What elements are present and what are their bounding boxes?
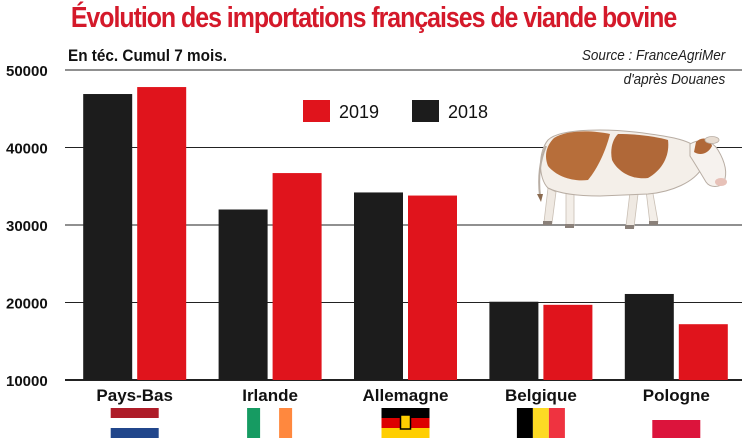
legend-swatch-2019 — [303, 100, 330, 122]
legend-label-2018: 2018 — [448, 102, 488, 122]
y-tick-label: 20000 — [6, 296, 48, 313]
legend: 2019 2018 — [303, 100, 488, 122]
chart-subtitle: En téc. Cumul 7 mois. — [68, 46, 227, 65]
bar-2018-pologne — [624, 293, 674, 380]
legend-label-2019: 2019 — [339, 102, 379, 122]
category-label: Belgique — [505, 386, 577, 405]
bar-2018-irlande — [218, 209, 268, 380]
chart-title: Évolution des importations françaises de… — [70, 2, 677, 34]
category-label: Pologne — [643, 386, 710, 405]
chart-source: Source : FranceAgriMer d'après Douanes — [582, 44, 725, 92]
y-tick-label: 40000 — [6, 141, 48, 158]
germany-flag-icon — [381, 408, 430, 438]
category-label: Irlande — [242, 386, 298, 405]
source-line-1: Source : FranceAgriMer — [581, 47, 725, 64]
bar-2019-irlande — [272, 173, 322, 380]
flags — [110, 408, 701, 438]
netherlands-flag-icon — [110, 408, 159, 438]
y-axis-ticks: 10000 20000 30000 40000 50000 — [6, 63, 48, 390]
bar-2019-pologne — [678, 324, 728, 380]
bar-2018-pays-bas — [83, 94, 133, 381]
category-label: Allemagne — [363, 386, 449, 405]
poland-flag-icon — [652, 420, 701, 438]
bars — [83, 87, 728, 381]
belgium-flag-icon — [516, 408, 565, 438]
category-label: Pays-Bas — [96, 386, 173, 405]
bar-2019-pays-bas — [137, 87, 187, 381]
bar-2018-belgique — [489, 301, 539, 380]
bar-2019-allemagne — [408, 195, 457, 380]
source-line-2: d'après Douanes — [623, 71, 725, 88]
y-tick-label: 50000 — [6, 63, 48, 80]
bar-2018-allemagne — [354, 192, 403, 380]
y-tick-label: 30000 — [6, 218, 48, 235]
y-tick-label: 10000 — [6, 373, 48, 390]
bar-2019-belgique — [543, 304, 593, 380]
legend-swatch-2018 — [412, 100, 439, 122]
ireland-flag-icon — [247, 408, 293, 438]
x-axis-labels: Pays-Bas Irlande Allemagne Belgique Pologne — [96, 386, 709, 405]
cow-icon — [537, 129, 727, 229]
